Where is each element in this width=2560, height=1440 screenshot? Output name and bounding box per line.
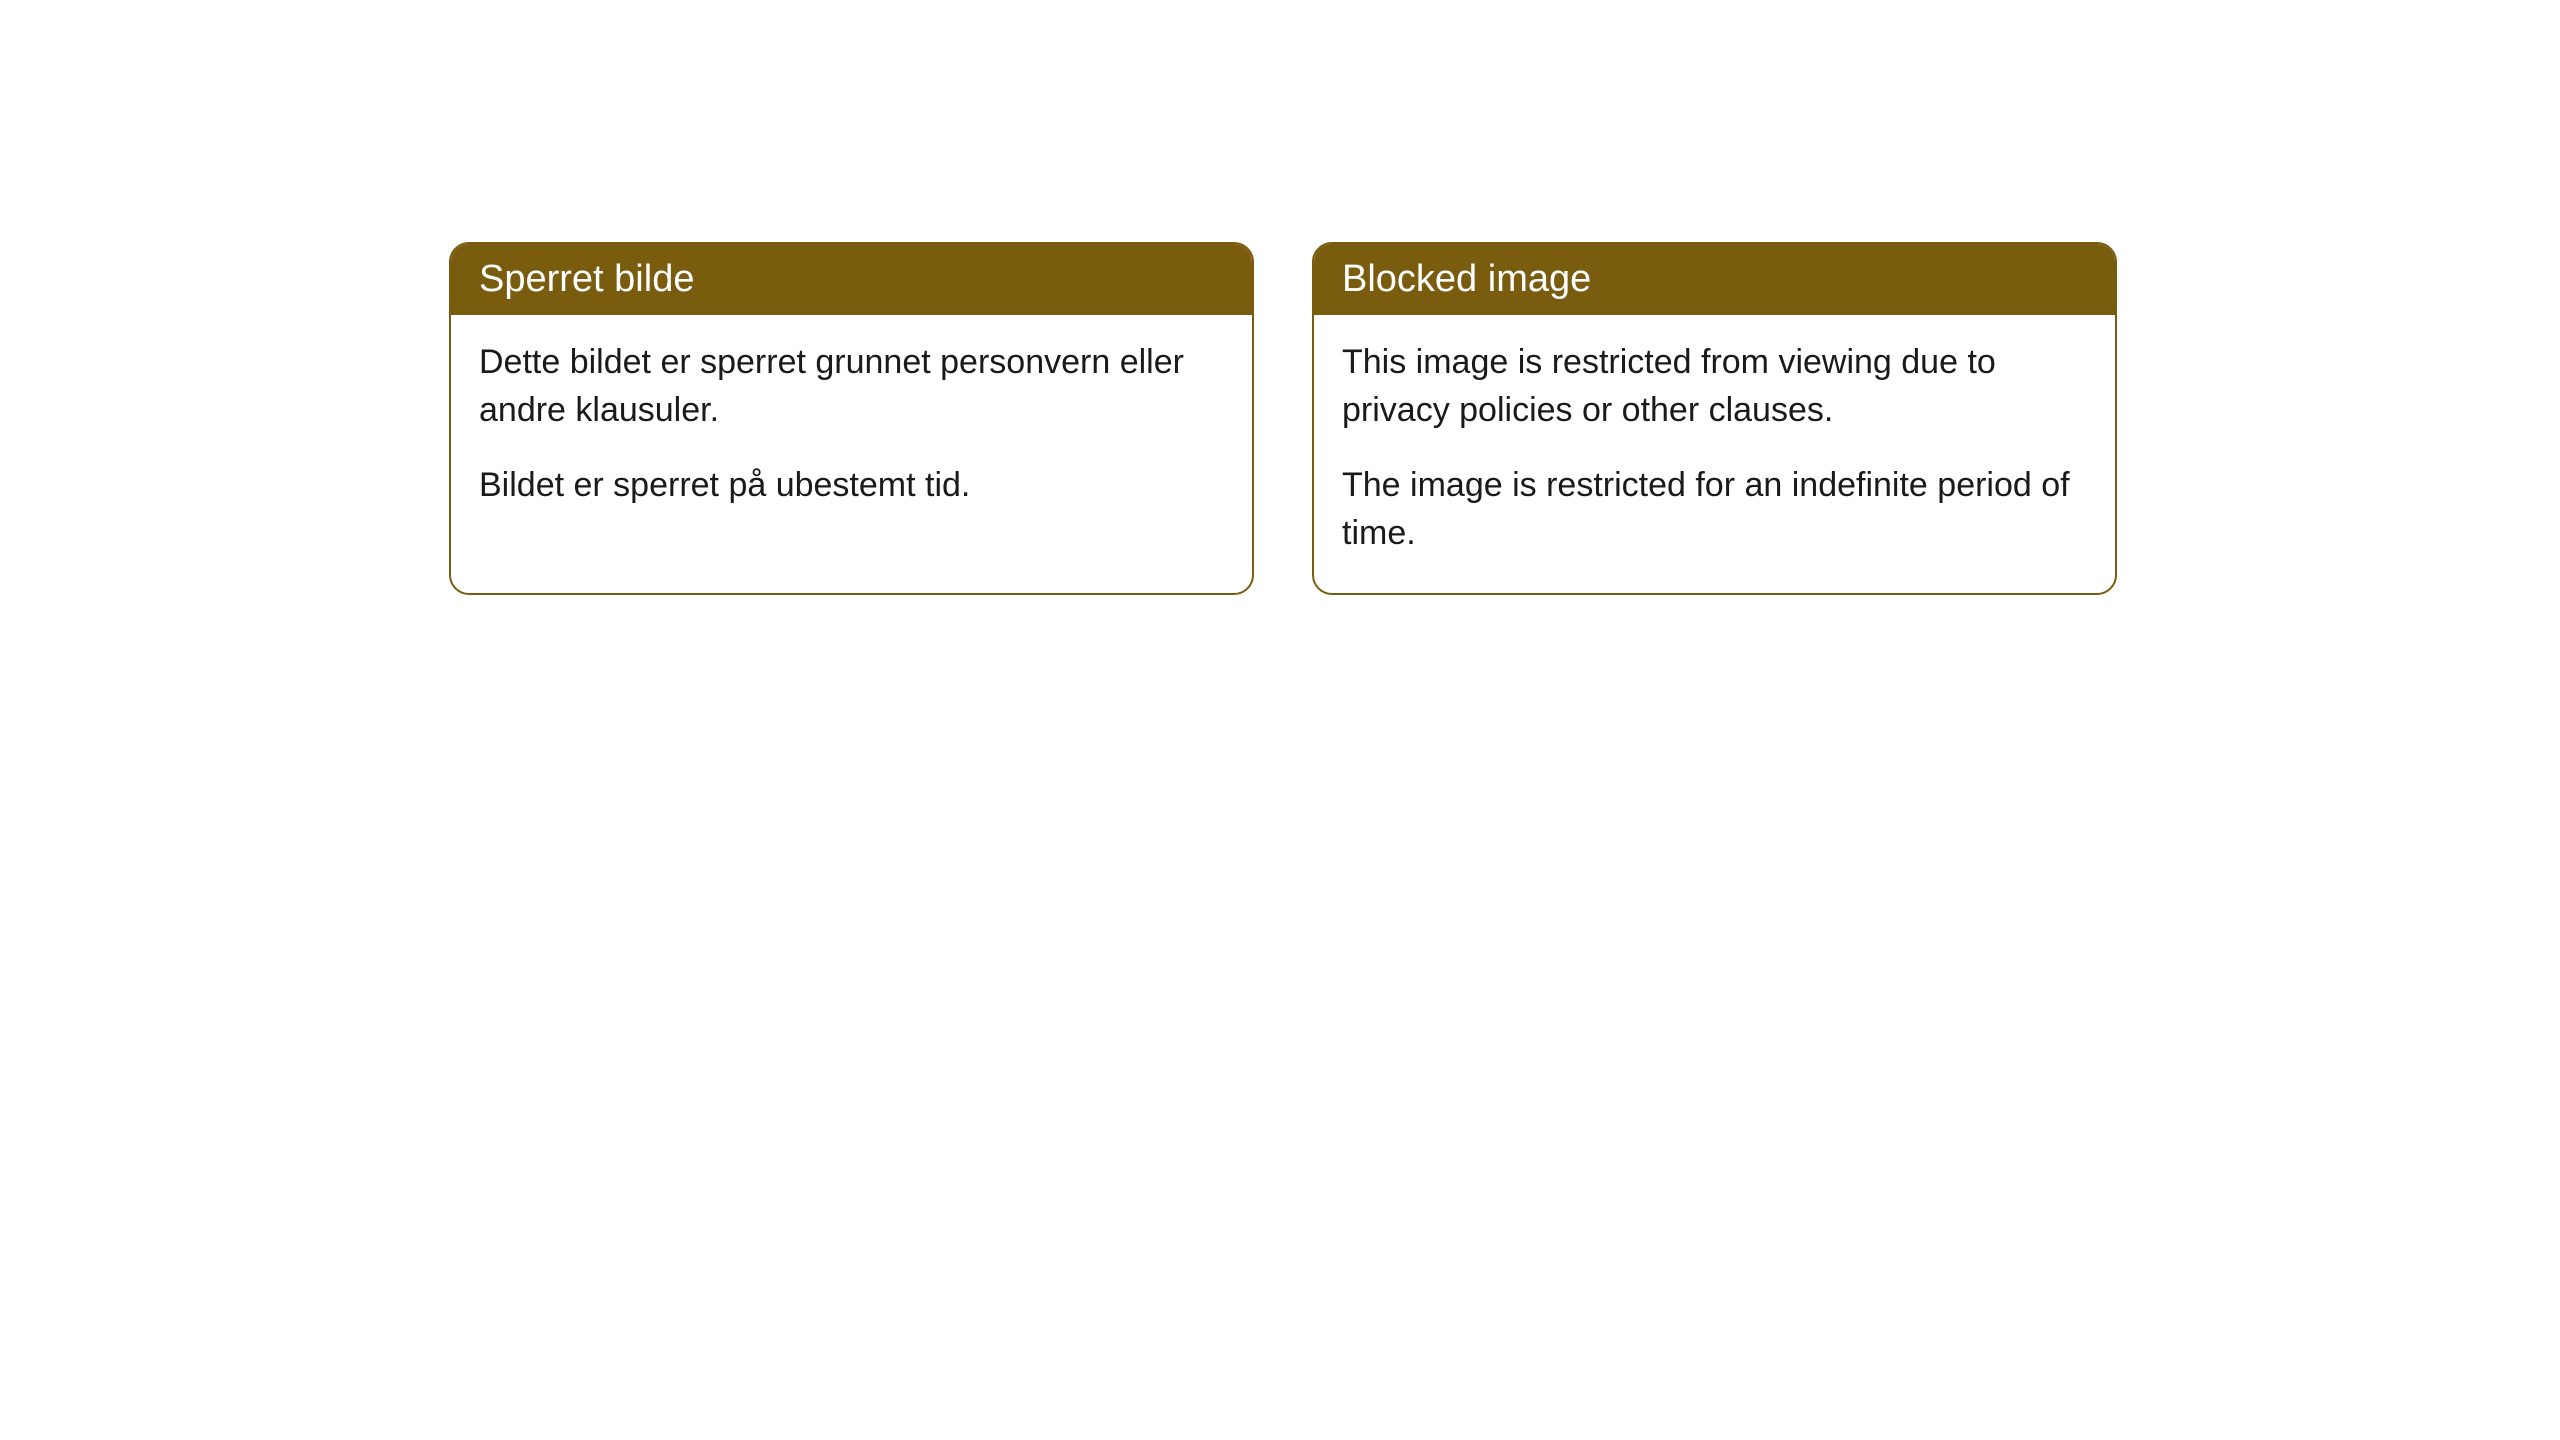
card-header-english: Blocked image	[1314, 244, 2115, 315]
card-text-english-1: This image is restricted from viewing du…	[1342, 339, 2087, 434]
cards-container: Sperret bilde Dette bildet er sperret gr…	[449, 242, 2117, 595]
card-header-norwegian: Sperret bilde	[451, 244, 1252, 315]
card-text-norwegian-1: Dette bildet er sperret grunnet personve…	[479, 339, 1224, 434]
card-text-norwegian-2: Bildet er sperret på ubestemt tid.	[479, 462, 1224, 510]
card-text-english-2: The image is restricted for an indefinit…	[1342, 462, 2087, 557]
card-body-norwegian: Dette bildet er sperret grunnet personve…	[451, 315, 1252, 546]
card-english: Blocked image This image is restricted f…	[1312, 242, 2117, 595]
card-body-english: This image is restricted from viewing du…	[1314, 315, 2115, 593]
card-norwegian: Sperret bilde Dette bildet er sperret gr…	[449, 242, 1254, 595]
